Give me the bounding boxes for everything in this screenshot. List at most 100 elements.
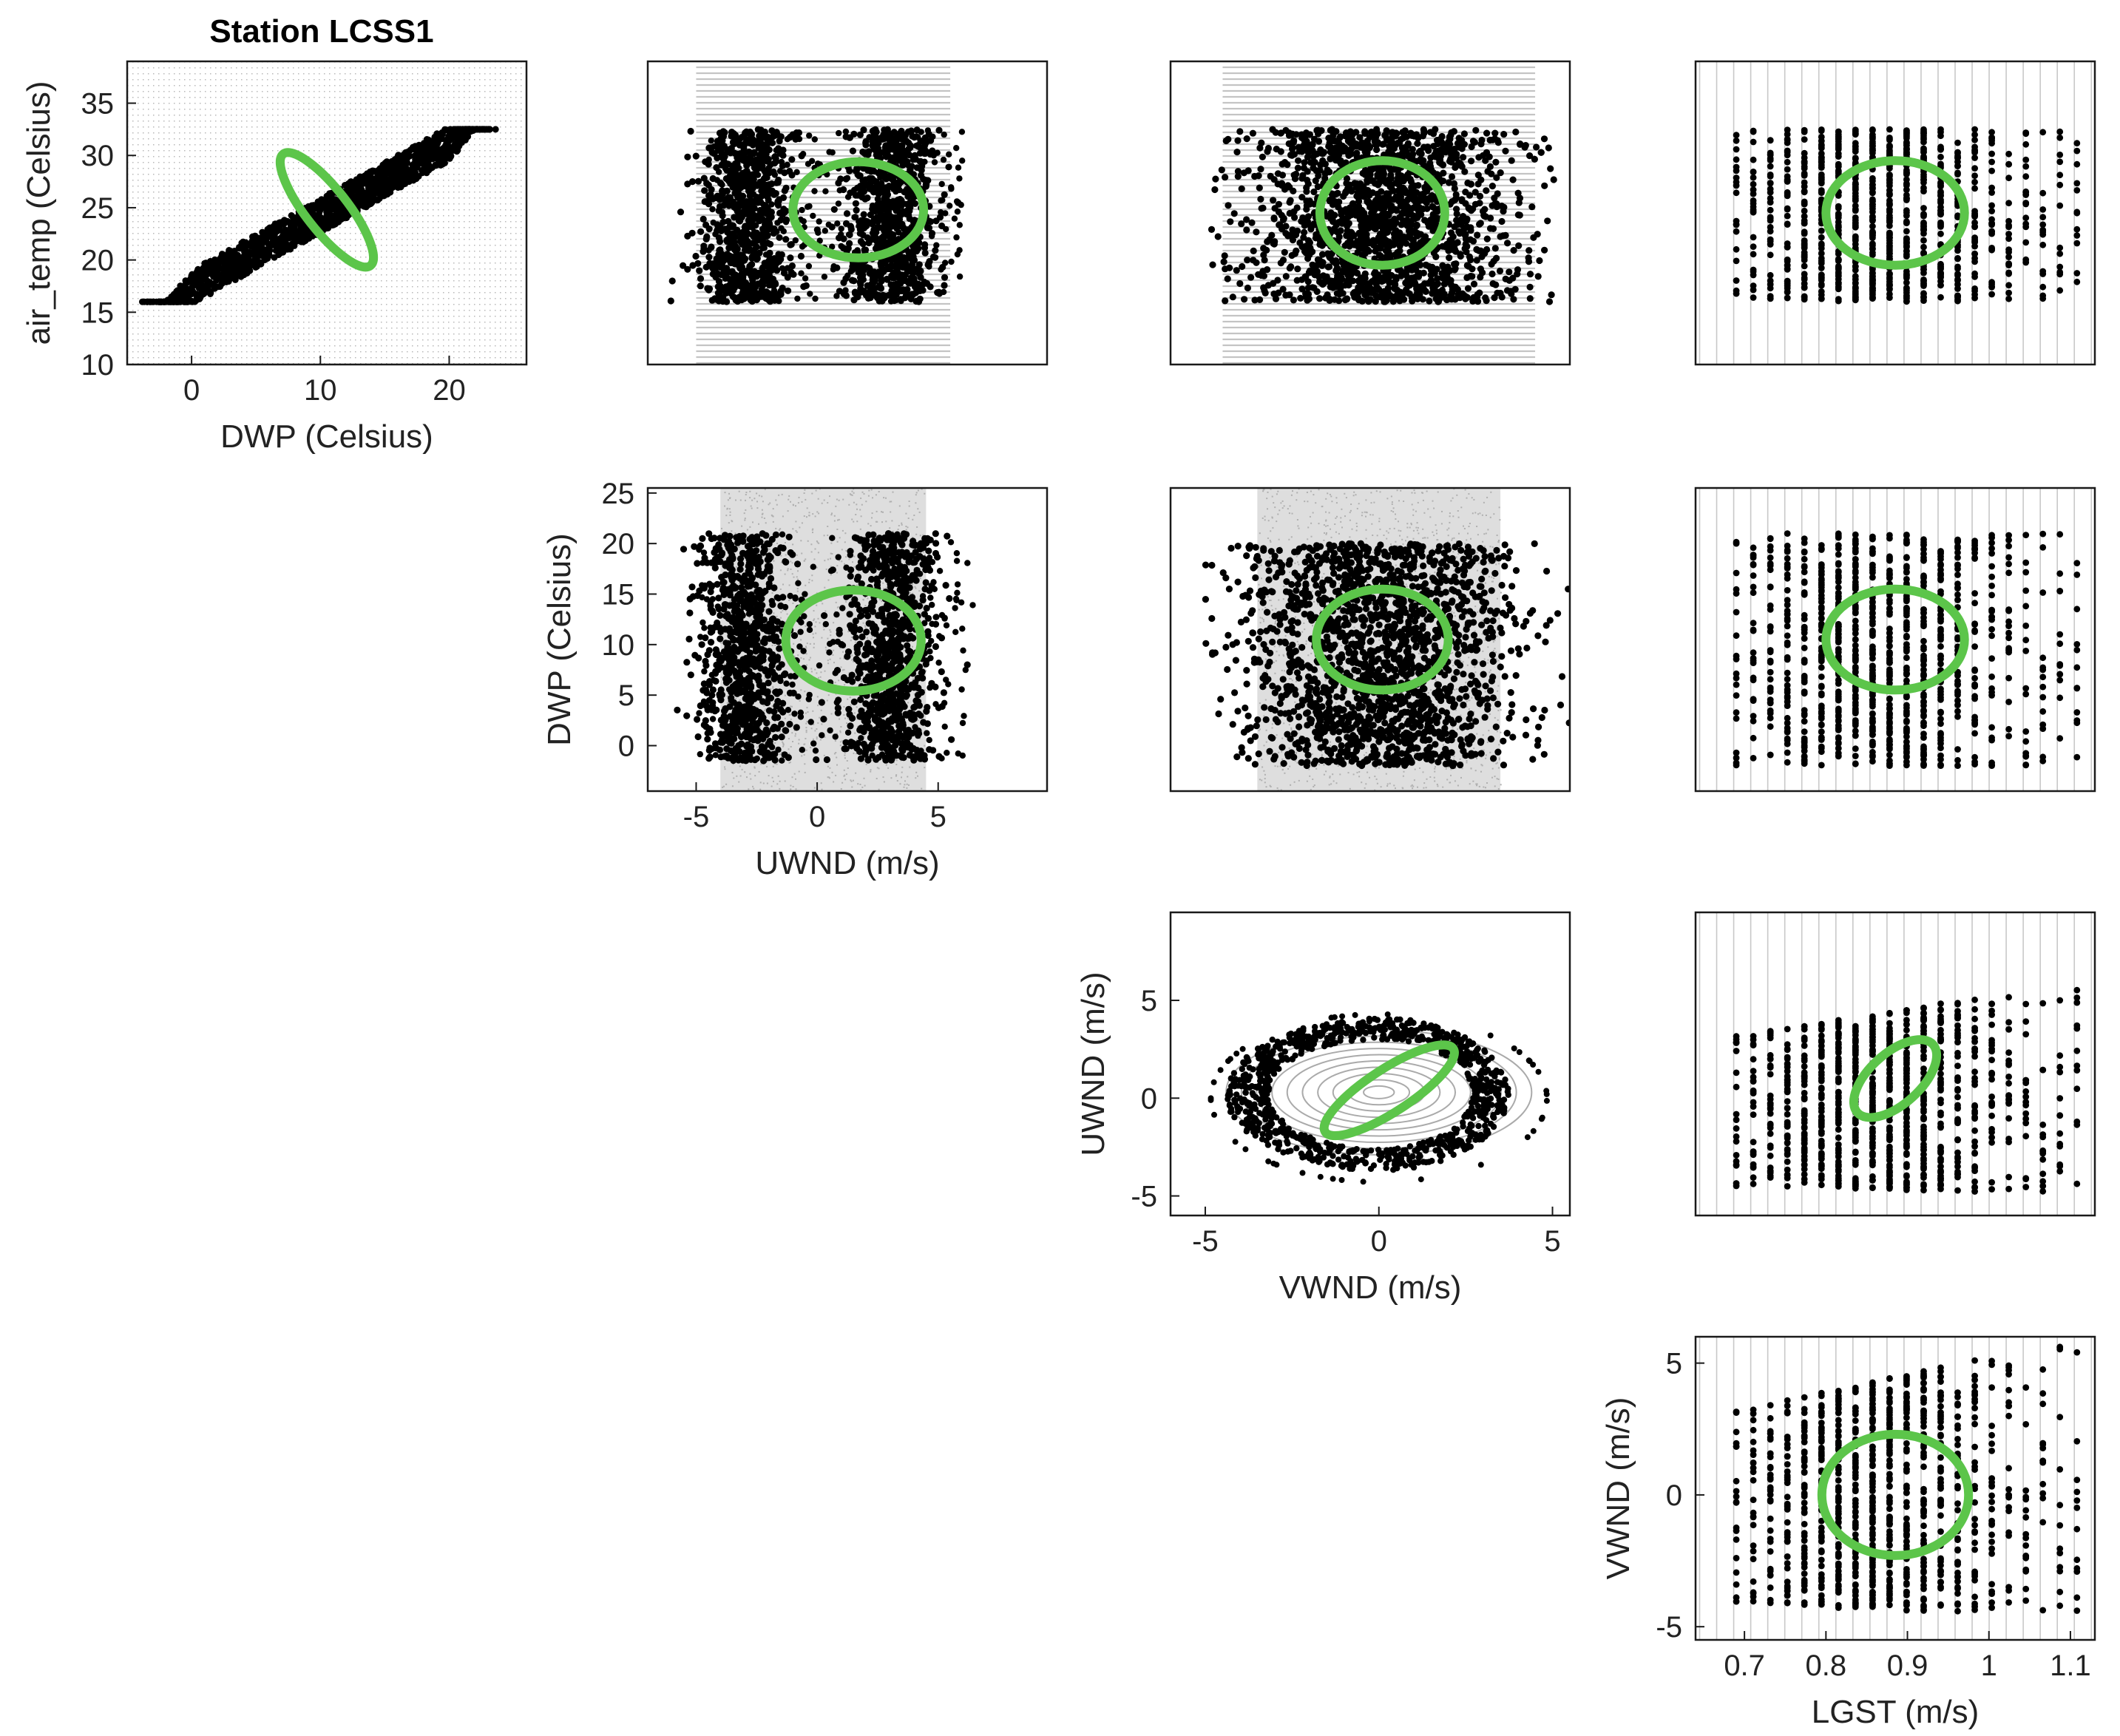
background-point: [138, 144, 139, 146]
background-point: [360, 103, 362, 104]
background-point: [189, 316, 191, 317]
background-point: [205, 215, 206, 217]
background-point: [143, 162, 144, 163]
background-point: [365, 274, 367, 276]
background-point: [458, 357, 460, 359]
background-point: [464, 298, 465, 299]
background-point: [210, 209, 211, 211]
background-point: [179, 280, 180, 282]
background-point: [479, 138, 481, 140]
background-point: [246, 227, 248, 228]
background-point: [484, 239, 486, 240]
background-point: [246, 132, 248, 134]
background-point: [231, 245, 232, 246]
background-point: [396, 73, 398, 75]
background-point: [319, 274, 320, 276]
background-point: [138, 103, 139, 104]
background-point: [396, 239, 398, 240]
background-point: [355, 357, 356, 359]
background-point: [148, 203, 149, 205]
background-point: [458, 345, 460, 347]
background-point: [210, 121, 211, 122]
background-point: [277, 144, 279, 146]
background-point: [174, 239, 175, 240]
background-point: [298, 132, 299, 134]
background-point: [479, 180, 481, 181]
background-point: [505, 97, 507, 98]
background-point: [515, 150, 517, 152]
background-point: [298, 292, 299, 294]
background-point: [267, 286, 268, 288]
background-point: [427, 345, 429, 347]
background-point: [148, 97, 149, 98]
background-point: [174, 286, 175, 288]
background-point: [148, 162, 149, 163]
background-point: [490, 121, 491, 122]
background-point: [293, 109, 294, 110]
background-point: [179, 339, 180, 341]
background-point: [334, 115, 336, 116]
background-point: [407, 79, 408, 81]
background-point: [422, 233, 424, 234]
background-point: [402, 103, 403, 104]
background-point: [215, 221, 217, 223]
background-point: [391, 292, 393, 294]
background-point: [350, 115, 351, 116]
background-point: [515, 162, 517, 163]
background-point: [438, 351, 439, 353]
background-point: [205, 132, 206, 134]
background-point: [339, 268, 341, 270]
background-point: [324, 73, 325, 75]
background-point: [339, 345, 341, 347]
background-point: [174, 191, 175, 193]
observed-points: [139, 126, 499, 305]
background-point: [500, 251, 501, 252]
background-point: [360, 328, 362, 329]
background-point: [215, 322, 217, 323]
background-point: [386, 239, 387, 240]
background-point: [267, 73, 268, 75]
background-point: [308, 73, 310, 75]
background-point: [163, 103, 165, 104]
background-point: [163, 257, 165, 258]
background-point: [381, 209, 382, 211]
background-point: [257, 274, 258, 276]
background-point: [433, 186, 434, 187]
background-point: [360, 298, 362, 299]
background-point: [360, 333, 362, 335]
background-point: [484, 103, 486, 104]
background-point: [453, 197, 455, 199]
background-point: [402, 322, 403, 323]
background-point: [132, 115, 134, 116]
background-point: [163, 310, 165, 311]
background-point: [205, 227, 206, 228]
background-point: [200, 227, 201, 228]
background-point: [448, 251, 450, 252]
background-point: [396, 67, 398, 69]
background-point: [433, 298, 434, 299]
background-point: [205, 115, 206, 116]
background-point: [433, 304, 434, 305]
background-point: [438, 215, 439, 217]
background-point: [220, 333, 222, 335]
background-point: [215, 351, 217, 353]
background-point: [443, 186, 444, 187]
background-point: [189, 333, 191, 335]
background-point: [407, 233, 408, 234]
background-point: [205, 245, 206, 246]
background-point: [282, 203, 284, 205]
background-point: [220, 91, 222, 92]
background-point: [521, 85, 522, 87]
background-point: [427, 215, 429, 217]
background-point: [163, 286, 165, 288]
background-point: [391, 138, 393, 140]
background-point: [464, 162, 465, 163]
background-point: [314, 328, 315, 329]
background-point: [210, 322, 211, 323]
background-point: [319, 138, 320, 140]
background-point: [370, 322, 372, 323]
background-point: [200, 339, 201, 341]
background-point: [458, 215, 460, 217]
background-point: [303, 304, 305, 305]
background-point: [189, 73, 191, 75]
